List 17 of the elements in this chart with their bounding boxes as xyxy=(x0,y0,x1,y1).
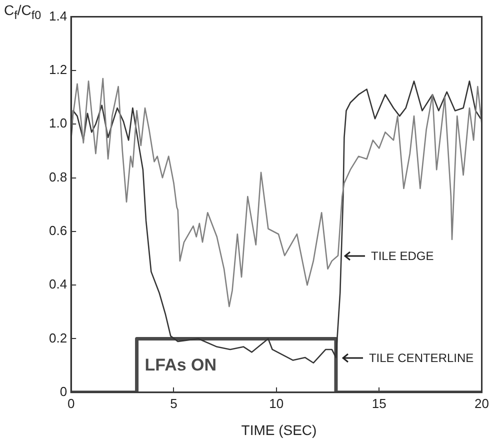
x-tick-label: 10 xyxy=(269,396,284,411)
y-axis-title: C$_{f}$/C$_{f0}$ xyxy=(4,2,42,22)
x-tick-label: 5 xyxy=(170,396,178,411)
x-tick-label: 20 xyxy=(474,396,490,411)
y-tick-label: 0.6 xyxy=(48,223,68,238)
y-tick-label: 0.4 xyxy=(48,276,68,292)
y-tick-label: 0 xyxy=(60,384,68,399)
series-label: LFAs ON xyxy=(144,355,217,374)
x-axis-title: TIME (SEC) xyxy=(240,422,318,438)
x-tick-label: 15 xyxy=(372,396,386,411)
y-tick-label: 0.2 xyxy=(48,330,68,346)
annotation: TILE CENTERLINE xyxy=(368,350,474,365)
y-tick-label: 1.0 xyxy=(48,116,68,131)
y-tick-label: 1.4 xyxy=(48,8,68,24)
annotation: TILE EDGE xyxy=(371,248,434,263)
y-tick-label: 1.2 xyxy=(48,62,68,78)
y-tick-label: 0.8 xyxy=(48,169,68,184)
